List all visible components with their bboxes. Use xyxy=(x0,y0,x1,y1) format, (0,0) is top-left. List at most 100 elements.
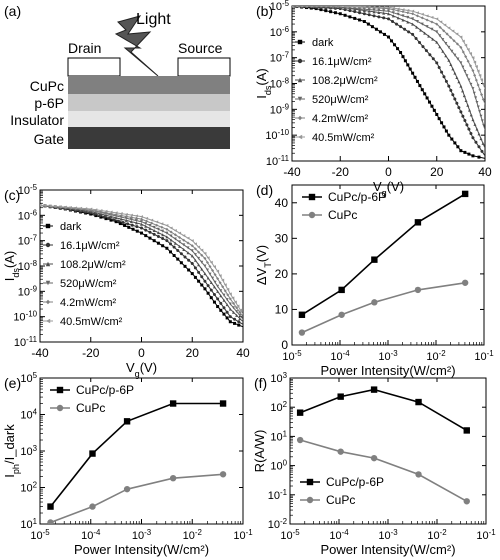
series-point-b-0 xyxy=(343,13,347,17)
series-point-c-4 xyxy=(150,221,154,225)
series-point-c-0 xyxy=(140,231,143,235)
series-point-b-0 xyxy=(471,154,475,158)
series-point-c-0 xyxy=(104,217,108,221)
series-point-b-5 xyxy=(333,6,337,8)
series-point-c-3 xyxy=(200,260,204,264)
series-point-c-5 xyxy=(228,292,232,296)
series-point-c-0 xyxy=(233,321,237,325)
series-point-c-0 xyxy=(187,268,191,272)
series-point-c-3 xyxy=(216,284,220,288)
series-point-b-5 xyxy=(314,6,318,8)
plot-frame-d xyxy=(291,184,485,346)
series-point-c-1 xyxy=(140,226,143,230)
series-point-b-0 xyxy=(374,27,378,31)
series-point-f-1-0 xyxy=(296,436,304,444)
series-point-c-2 xyxy=(190,254,194,258)
series-point-b-4 xyxy=(474,78,478,82)
series-point-b-4 xyxy=(473,73,477,77)
series-point-c-1 xyxy=(112,218,116,222)
legend-label-c-2: 108.2μW/cm² xyxy=(60,259,126,271)
legend-label-c-3: 520μW/cm² xyxy=(60,278,117,290)
y-tick-label-b-4: 10-9 xyxy=(270,102,290,117)
series-point-c-2 xyxy=(178,244,182,248)
series-point-b-5 xyxy=(358,6,362,9)
layer-label-gate: Gate xyxy=(34,131,65,147)
series-point-b-4 xyxy=(438,25,442,29)
series-point-c-1 xyxy=(156,234,160,238)
series-point-b-3 xyxy=(459,61,463,65)
series-point-c-2 xyxy=(182,248,186,252)
series-point-b-0 xyxy=(463,150,467,154)
y-tick-label-b-6: 10-11 xyxy=(266,154,290,169)
series-point-b-0 xyxy=(366,22,370,26)
series-point-c-2 xyxy=(156,231,160,235)
series-point-c-2 xyxy=(114,216,118,220)
y-tick-label-c-6: 10-11 xyxy=(14,335,38,350)
series-point-b-3 xyxy=(471,87,475,91)
series-point-c-4 xyxy=(208,265,212,269)
series-point-b-0 xyxy=(477,155,481,159)
series-point-c-3 xyxy=(173,237,177,241)
panel-letter-e: (e) xyxy=(4,375,21,391)
y-tick-label-f-0: 103 xyxy=(270,371,287,386)
series-point-c-5 xyxy=(140,215,143,219)
series-point-c-3 xyxy=(169,234,173,238)
series-point-d-0-4 xyxy=(461,190,469,198)
y-axis-label-b: Ids(A) xyxy=(254,68,273,99)
y-tick-label-d-0: 0 xyxy=(281,338,288,352)
series-point-b-0 xyxy=(415,79,419,83)
series-point-e-1-1 xyxy=(89,503,96,510)
series-point-f-0-0 xyxy=(296,409,304,416)
series-point-c-1 xyxy=(203,279,207,283)
y-tick-label-c-1: 10-6 xyxy=(18,208,38,223)
series-point-d-0-2 xyxy=(371,256,378,263)
series-point-b-3 xyxy=(461,65,465,69)
series-point-b-0 xyxy=(467,152,471,156)
series-point-c-1 xyxy=(190,261,194,265)
legend-label-e-0: CuPc/p-6P xyxy=(76,383,134,397)
series-point-c-2 xyxy=(134,221,138,225)
y-tick-label-f-3: 100 xyxy=(270,458,287,473)
y-tick-label-d-2: 20 xyxy=(275,267,289,281)
series-point-c-0 xyxy=(183,264,187,268)
x-axis-label-d: Power Intensity(W/cm²) xyxy=(320,363,455,378)
series-point-b-3 xyxy=(456,57,460,61)
series-point-b-0 xyxy=(440,121,444,125)
series-point-b-3 xyxy=(396,12,400,16)
y-tick-label-f-1: 102 xyxy=(270,400,287,415)
series-point-b-2 xyxy=(427,34,431,38)
y-tick-label-b-3: 10-8 xyxy=(270,76,290,91)
series-line-d-0 xyxy=(301,193,466,316)
x-axis-label-c: Vg(V) xyxy=(126,360,157,379)
series-point-b-4 xyxy=(464,55,468,59)
series-point-d-1-2 xyxy=(371,299,378,306)
drain-electrode xyxy=(67,57,121,77)
panel-a-letter: (a) xyxy=(4,3,21,19)
series-point-c-2 xyxy=(140,222,143,226)
x-tick-label-c-4: 40 xyxy=(236,346,250,360)
series-point-e-1-4 xyxy=(219,471,227,478)
legend-label-f-1: CuPc xyxy=(326,493,355,507)
series-point-c-1 xyxy=(200,275,204,279)
series-point-c-2 xyxy=(219,294,223,298)
series-point-c-2 xyxy=(186,251,190,255)
series-point-c-5 xyxy=(218,274,222,278)
y-tick-label-d-4: 40 xyxy=(275,196,289,210)
series-point-b-2 xyxy=(423,31,427,35)
series-point-b-4 xyxy=(411,12,415,16)
legend-label-c-4: 4.2mW/cm² xyxy=(60,297,117,309)
series-point-b-0 xyxy=(435,113,439,116)
series-point-b-2 xyxy=(396,16,400,20)
series-point-c-4 xyxy=(178,236,182,239)
series-point-c-2 xyxy=(109,215,113,219)
chart-b: (b) -40 -20 0 20 40 10-5 10-6 10-7 10-8 10-9 10-10 1… xyxy=(254,0,492,198)
series-point-b-0 xyxy=(413,75,417,79)
legend-label-d-0: CuPc/p-6P xyxy=(328,190,386,204)
series-point-c-5 xyxy=(190,239,194,243)
source-electrode xyxy=(177,57,231,77)
series-point-b-1 xyxy=(467,127,471,131)
series-point-b-2 xyxy=(455,75,459,79)
series-point-f-1-4 xyxy=(463,498,470,505)
series-point-b-5 xyxy=(401,8,405,12)
series-point-b-5 xyxy=(319,6,323,8)
